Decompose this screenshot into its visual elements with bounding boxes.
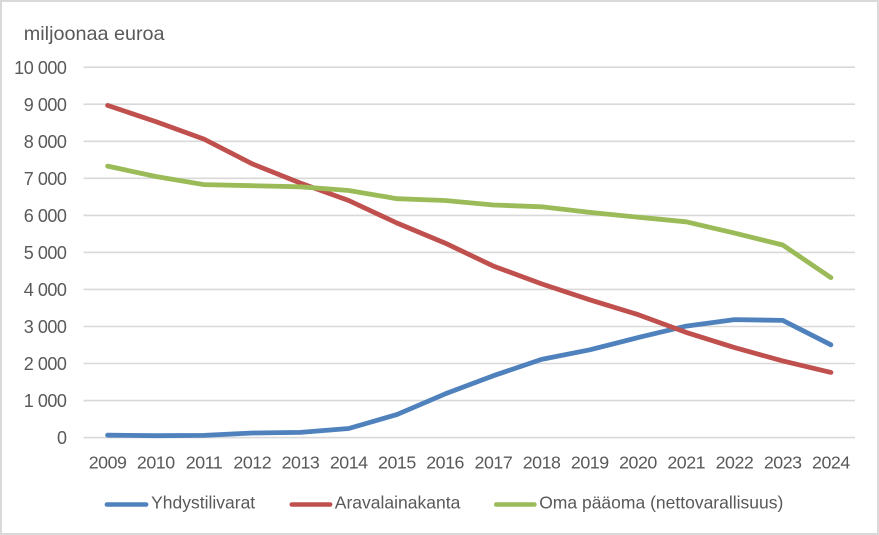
svg-text:2 000: 2 000 <box>24 354 67 374</box>
svg-text:0: 0 <box>57 428 67 448</box>
svg-text:1 000: 1 000 <box>24 391 67 411</box>
svg-text:3 000: 3 000 <box>24 317 67 337</box>
svg-text:2016: 2016 <box>426 453 464 473</box>
svg-text:2024: 2024 <box>812 453 850 473</box>
svg-text:2023: 2023 <box>764 453 802 473</box>
svg-text:2009: 2009 <box>89 453 127 473</box>
svg-text:9 000: 9 000 <box>24 95 67 115</box>
svg-text:4 000: 4 000 <box>24 280 67 300</box>
svg-text:5 000: 5 000 <box>24 243 67 263</box>
svg-text:Aravalainakanta: Aravalainakanta <box>335 493 461 513</box>
svg-text:2013: 2013 <box>282 453 320 473</box>
svg-text:2015: 2015 <box>378 453 416 473</box>
svg-text:miljoonaa euroa: miljoonaa euroa <box>24 23 165 45</box>
svg-text:7 000: 7 000 <box>24 169 67 189</box>
svg-text:2010: 2010 <box>137 453 175 473</box>
svg-text:2021: 2021 <box>667 453 705 473</box>
svg-text:2019: 2019 <box>571 453 609 473</box>
svg-text:2022: 2022 <box>716 453 754 473</box>
svg-text:Oma pääoma (nettovarallisuus): Oma pääoma (nettovarallisuus) <box>539 493 783 513</box>
svg-text:8 000: 8 000 <box>24 132 67 152</box>
svg-text:2012: 2012 <box>233 453 271 473</box>
svg-text:2014: 2014 <box>330 453 368 473</box>
svg-text:2020: 2020 <box>619 453 657 473</box>
svg-text:2011: 2011 <box>186 453 223 473</box>
svg-text:Yhdystilivarat: Yhdystilivarat <box>151 493 255 513</box>
svg-text:6 000: 6 000 <box>24 206 67 226</box>
svg-text:2017: 2017 <box>475 453 513 473</box>
svg-text:10 000: 10 000 <box>14 58 67 78</box>
svg-text:2018: 2018 <box>523 453 561 473</box>
